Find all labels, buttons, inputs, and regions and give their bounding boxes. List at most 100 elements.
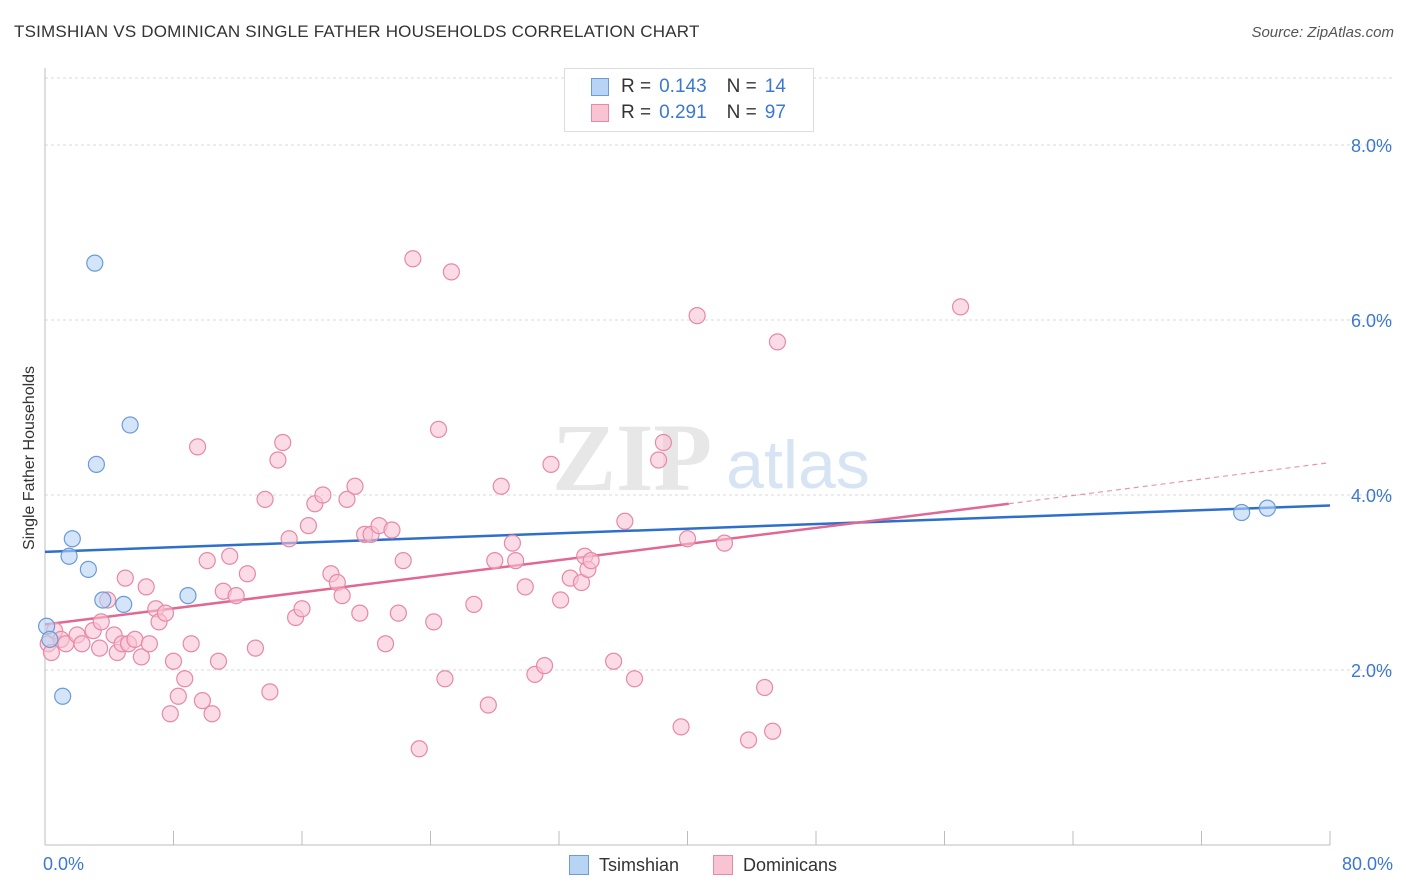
dominican-point: [768, 333, 787, 351]
dominican-swatch: [591, 104, 609, 122]
dominican-point: [436, 670, 454, 688]
tick-labels: 2.0% 4.0% 6.0% 8.0% 0.0% 80.0%: [43, 136, 1393, 874]
dominican-point: [221, 547, 239, 565]
dominican-point: [351, 604, 369, 622]
dominican-point: [256, 490, 274, 508]
tsimshian-point: [54, 687, 72, 705]
dominican-point: [394, 552, 412, 570]
dominican-point: [486, 552, 504, 570]
dominican-point: [552, 591, 570, 609]
n-value: 97: [764, 102, 786, 123]
dominican-point: [164, 652, 183, 670]
axes: [44, 68, 1331, 846]
dominican-point: [227, 587, 245, 605]
dominican-point: [688, 307, 706, 325]
tsimshian-point: [87, 455, 106, 473]
y-tick-label: 2.0%: [1351, 661, 1392, 681]
dominican-point: [764, 722, 782, 740]
dominican-point: [715, 534, 734, 552]
dominican-point: [91, 639, 109, 657]
legend-item-dominicans: Dominicans: [712, 855, 837, 876]
y-tick-label: 8.0%: [1351, 136, 1392, 156]
dominican-point: [299, 517, 318, 535]
dominican-point: [238, 565, 256, 583]
dominican-point: [161, 705, 179, 723]
y-tick-label: 6.0%: [1351, 311, 1392, 331]
series-legend: Tsimshian Dominicans: [0, 852, 1406, 878]
dominican-point: [492, 477, 510, 495]
tsimshian-point: [121, 416, 139, 434]
trend-lines: [44, 462, 1331, 626]
dominican-point: [383, 521, 401, 539]
n-value: 14: [764, 76, 786, 97]
watermark-atlas: atlas: [726, 427, 870, 503]
dominican-point: [582, 552, 600, 570]
dominican-point: [755, 678, 774, 697]
correlation-legend: R = 0.143 N = 14 R = 0.291 N = 97: [564, 68, 814, 132]
legend-row-tsimshian: R = 0.143 N = 14: [591, 75, 786, 99]
dominican-point: [193, 692, 212, 710]
legend-label: Tsimshian: [598, 854, 679, 875]
dominican-point: [269, 451, 287, 469]
legend-row-dominicans: R = 0.291 N = 97: [591, 101, 786, 125]
n-label: N =: [726, 76, 757, 97]
r-label: R =: [621, 102, 652, 123]
watermark-zip: ZIP: [552, 404, 712, 511]
dominican-point: [203, 705, 221, 723]
dominican-point: [140, 635, 159, 653]
r-value: 0.143: [659, 76, 707, 97]
tsimshian-point: [179, 587, 197, 605]
dominican-swatch: [712, 855, 733, 875]
y-tick-label: 4.0%: [1351, 486, 1392, 506]
r-value: 0.291: [659, 102, 707, 123]
legend-item-tsimshian: Tsimshian: [568, 854, 679, 876]
watermark: ZIP atlas: [552, 404, 870, 511]
n-label: N =: [726, 102, 757, 123]
dominican-point: [246, 639, 265, 657]
chart-title: TSIMSHIAN VS DOMINICAN SINGLE FATHER HOU…: [14, 22, 700, 41]
dominican-point: [465, 595, 483, 613]
dominican-point: [425, 613, 443, 631]
dominican-point: [649, 451, 668, 469]
dominican-point: [625, 670, 644, 688]
tsimshian-point: [94, 591, 112, 609]
dominican-point: [951, 298, 970, 316]
tsimshian-point: [115, 595, 133, 613]
source-label: Source: ZipAtlas.com: [1251, 24, 1394, 41]
tsimshian-point: [86, 254, 104, 272]
dominican-point: [92, 613, 110, 631]
tsimshian-swatch: [591, 78, 609, 96]
dominican-point: [507, 552, 525, 570]
tsimshian-point: [1233, 503, 1251, 522]
dominican-point: [261, 683, 279, 701]
dominican-point: [404, 250, 422, 268]
dominican-point: [137, 578, 155, 596]
dominican-point: [410, 740, 428, 758]
dominican-point: [503, 534, 522, 552]
dominican-point: [188, 438, 207, 456]
dominican-point: [389, 604, 407, 622]
tsimshian-swatch: [568, 855, 589, 875]
dominican-point: [132, 648, 150, 666]
dominican-point: [169, 687, 187, 705]
dominican-point: [672, 718, 690, 736]
tsimshian-point: [41, 630, 59, 648]
tsimshian-point: [63, 530, 81, 548]
dominican-point: [479, 696, 497, 714]
dominican-point: [182, 635, 200, 653]
tsimshian-point: [1258, 499, 1276, 517]
dominican-point: [654, 433, 673, 452]
dominican-point: [314, 486, 332, 504]
tsimshian-point: [79, 560, 97, 578]
dominican-trend-line: [44, 502, 1009, 626]
dominican-point: [274, 433, 292, 452]
dominican-point: [280, 530, 298, 548]
dominican-point: [346, 477, 364, 495]
dominican-point: [116, 569, 134, 587]
dominican-point: [209, 652, 228, 670]
dominican-point: [73, 635, 91, 653]
dominican-point: [535, 657, 554, 675]
dominican-point: [176, 670, 194, 688]
dominican-point: [739, 731, 758, 749]
